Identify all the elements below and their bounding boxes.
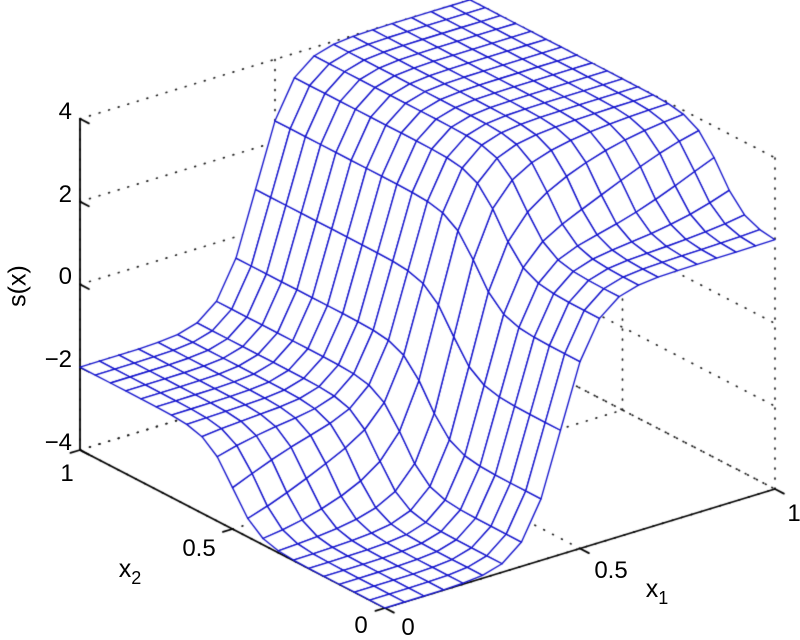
- x1-tick-label: 1: [787, 500, 800, 527]
- x2-label-base: x: [118, 555, 132, 583]
- x2-label-sub: 2: [131, 568, 142, 588]
- x2-tick-label: 1: [60, 460, 74, 487]
- x1-tick-label: 0: [401, 614, 415, 640]
- x2-tick-label: 0.5: [182, 535, 216, 562]
- x2-tick-label: 0: [354, 612, 368, 639]
- x1-label-sub: 1: [658, 588, 669, 608]
- x2-axis-label: x2: [118, 555, 142, 588]
- x1-tick-label: 0.5: [594, 557, 628, 584]
- x1-label-base: x: [645, 575, 659, 603]
- z-axis-label: s(x): [3, 265, 32, 307]
- z-tick-label: −4: [44, 429, 72, 456]
- x1-axis-label: x1: [645, 575, 669, 608]
- z-tick-label: 2: [58, 181, 72, 208]
- z-tick-label: −2: [44, 346, 72, 373]
- z-tick-label: 0: [58, 263, 72, 290]
- z-tick-label: 4: [58, 98, 72, 125]
